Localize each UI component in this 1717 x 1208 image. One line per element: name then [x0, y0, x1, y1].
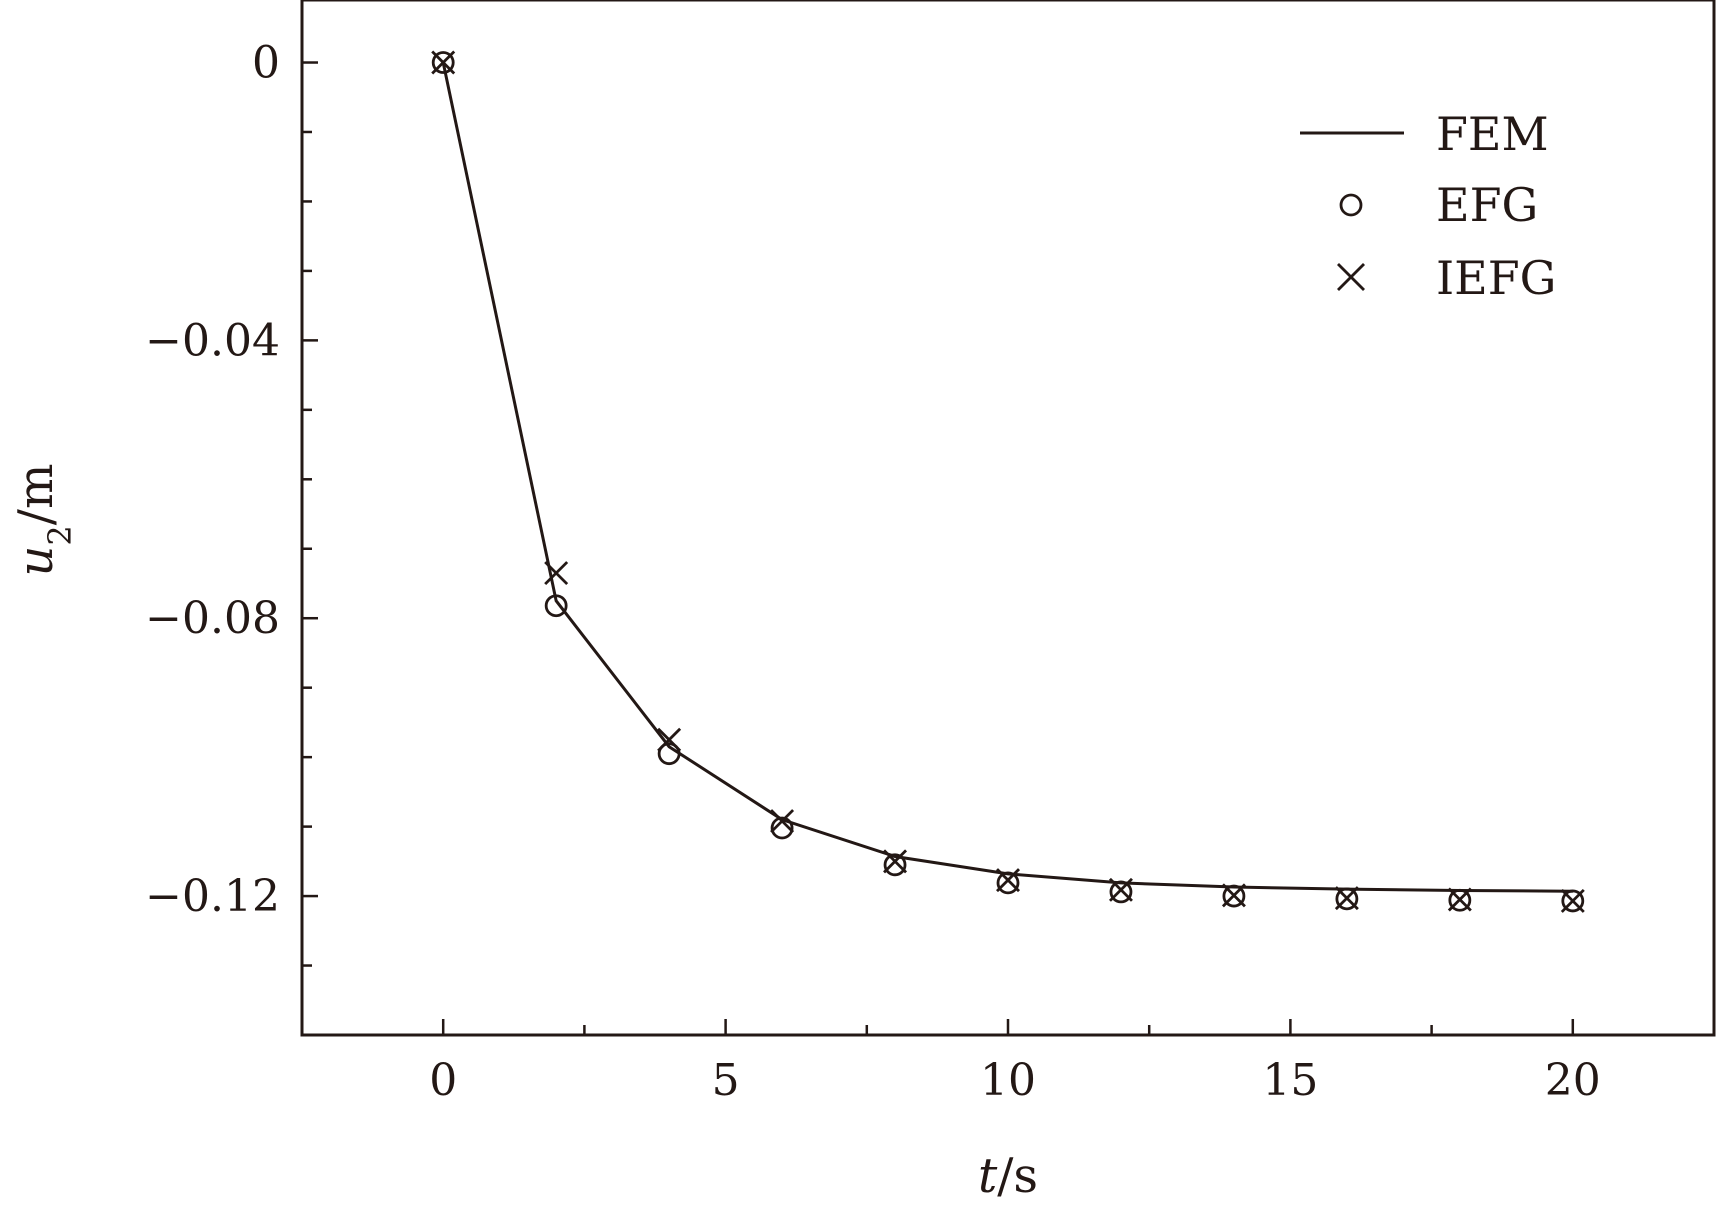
iefg-point	[883, 849, 908, 874]
legend-efg-swatch	[1339, 193, 1363, 217]
y-axis-title: u2/m	[8, 464, 79, 577]
efg-point	[1561, 889, 1585, 913]
legend: FEM EFG IEFG	[1300, 107, 1556, 305]
fem-series-line	[441, 62, 1573, 893]
efg-point	[1222, 884, 1246, 908]
axis-tick-labels: 0 5 10 15 20 0 −0.04 −0.08 −0.12	[145, 38, 1601, 1106]
efg-point	[544, 594, 568, 618]
legend-iefg-label: IEFG	[1436, 251, 1556, 305]
y-tick-label: −0.12	[145, 871, 280, 922]
data-series	[431, 50, 1585, 913]
y-tick-label: 0	[252, 38, 280, 89]
iefg-point	[770, 809, 795, 834]
legend-iefg-swatch	[1337, 263, 1365, 291]
x-tick-label: 0	[429, 1055, 457, 1106]
x-axis-title: t/s	[978, 1148, 1038, 1204]
iefg-point	[996, 868, 1020, 893]
efg-point	[1448, 888, 1472, 912]
efg-point	[996, 871, 1020, 895]
efg-point	[1335, 887, 1359, 911]
x-tick-label: 15	[1262, 1055, 1318, 1106]
iefg-point	[431, 50, 456, 75]
iefg-point	[1108, 877, 1133, 902]
efg-point	[770, 816, 794, 840]
efg-point	[883, 853, 907, 877]
legend-fem-label: FEM	[1436, 107, 1549, 161]
x-tick-label: 20	[1545, 1055, 1601, 1106]
iefg-point	[1447, 887, 1472, 912]
iefg-point	[1334, 886, 1359, 911]
iefg-point	[1560, 888, 1585, 913]
x-tick-label: 5	[712, 1055, 740, 1106]
iefg-point	[657, 727, 682, 752]
efg-point	[657, 742, 681, 766]
x-tick-label: 10	[980, 1055, 1036, 1106]
y-tick-label: −0.04	[145, 315, 280, 366]
axis-ticks	[302, 61, 1575, 1035]
efg-point	[431, 51, 455, 74]
efg-point	[1109, 880, 1133, 904]
iefg-point	[1221, 883, 1246, 908]
iefg-point	[544, 561, 569, 586]
y-tick-label: −0.08	[145, 593, 280, 644]
legend-efg-label: EFG	[1436, 178, 1538, 232]
